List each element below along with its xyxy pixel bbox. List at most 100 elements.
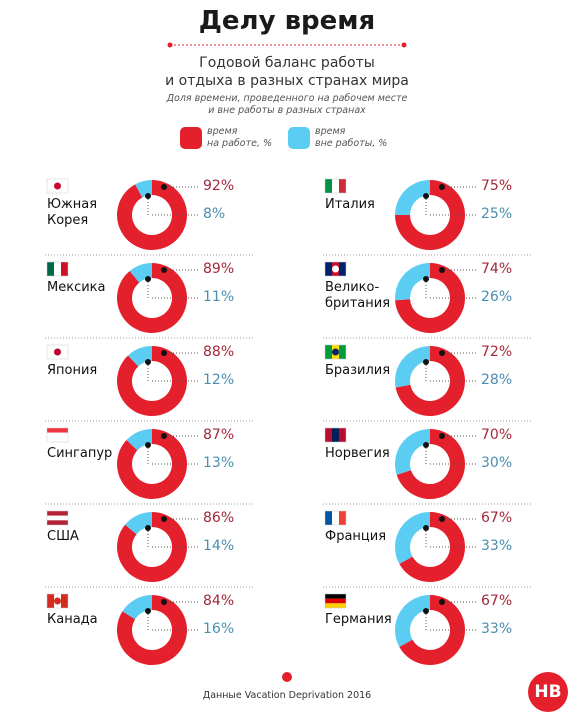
donut-segment [395, 180, 430, 215]
flag-stripe [339, 511, 346, 525]
leader-dot [423, 359, 429, 365]
value-label: 30% [481, 455, 513, 471]
donut-segment [117, 429, 188, 499]
flag-emblem [54, 182, 61, 190]
flag-border [46, 178, 69, 194]
value-label: 67% [481, 593, 513, 609]
donut-segment [117, 263, 187, 333]
country-name: Сингапур [47, 446, 113, 461]
leader-dot [161, 267, 167, 273]
flag-stripe [325, 262, 332, 276]
donut-segment [395, 263, 430, 301]
legend-swatch [288, 127, 310, 149]
flag-stripe [339, 179, 346, 193]
donut-segment [117, 180, 187, 250]
leader-dot [439, 184, 445, 190]
leader-dot [145, 608, 151, 614]
flag-emblem [54, 597, 61, 605]
country-name: Норвегия [325, 446, 390, 461]
flag-stripe [339, 262, 346, 276]
flag [324, 593, 347, 609]
flag-emblem [332, 265, 339, 273]
flag-stripe [339, 345, 346, 359]
country-name: США [47, 529, 79, 544]
flag-stripe [47, 354, 68, 359]
donut-segment [395, 263, 465, 333]
flag-stripe [325, 511, 332, 525]
flag-border [46, 344, 69, 360]
value-label: 33% [481, 621, 513, 637]
leader-dot [423, 193, 429, 199]
flag [324, 178, 347, 194]
leader-dot [439, 599, 445, 605]
leader-dot [145, 442, 151, 448]
leader-dot [423, 608, 429, 614]
legend-label: время на работе, % [207, 126, 273, 149]
flag [46, 593, 69, 609]
rule-dot [401, 42, 407, 48]
value-label: 88% [203, 344, 235, 360]
value-label: 33% [481, 538, 513, 554]
country-name: Франция [325, 529, 387, 544]
legend-label: время вне работы, % [315, 126, 388, 149]
country-name: Канада [47, 612, 98, 627]
flag-stripe [47, 594, 54, 608]
flag [46, 510, 69, 526]
flag-border [324, 261, 347, 277]
value-label: 70% [481, 427, 513, 443]
flag-border [46, 427, 69, 443]
value-label: 8% [203, 206, 226, 222]
flag-stripe [54, 262, 61, 276]
country-name: Италия [325, 197, 375, 212]
flag-stripe [325, 594, 346, 599]
value-label: 74% [481, 261, 513, 277]
leader-dot [423, 276, 429, 282]
flag-stripe [325, 428, 332, 442]
value-label: 72% [481, 344, 513, 360]
leader-dot [145, 359, 151, 365]
flag-stripe [47, 262, 54, 276]
flag-border [324, 344, 347, 360]
value-label: 26% [481, 289, 513, 305]
value-label: 25% [481, 206, 513, 222]
flag-stripe [332, 511, 339, 525]
value-label: 12% [203, 372, 235, 388]
flag-border [324, 593, 347, 609]
flag-border [324, 427, 347, 443]
leader-dot [145, 525, 151, 531]
leader-dot [439, 350, 445, 356]
country-name: Велико- британия [325, 280, 391, 311]
subtitle: Годовой баланс работы и отдыха в разных … [165, 55, 409, 89]
rule-dot [167, 42, 173, 48]
flag-border [324, 510, 347, 526]
flag-stripe [61, 262, 68, 276]
donut-segment [399, 595, 465, 665]
leader-dot [145, 276, 151, 282]
value-label: 13% [203, 455, 235, 471]
flag-stripe [47, 520, 68, 525]
flag [324, 510, 347, 526]
value-label: 67% [481, 510, 513, 526]
flag [324, 344, 347, 360]
leader-dot [161, 350, 167, 356]
leader-dot [423, 525, 429, 531]
donut-segment [116, 346, 187, 416]
value-label: 28% [481, 372, 513, 388]
value-label: 92% [203, 178, 235, 194]
country-name: Япония [47, 363, 98, 378]
legend-swatch [180, 127, 202, 149]
donut-segment [395, 595, 430, 647]
flag-stripe [47, 437, 68, 442]
flag [46, 344, 69, 360]
donut-segment [395, 346, 430, 388]
flag-stripe [325, 345, 332, 359]
flag [324, 261, 347, 277]
flag-stripe [47, 188, 68, 193]
flag [46, 427, 69, 443]
flag-stripe [332, 179, 339, 193]
donut-segment [122, 595, 152, 620]
donut-segment [116, 595, 187, 665]
leader-dot [439, 433, 445, 439]
flag [324, 427, 347, 443]
